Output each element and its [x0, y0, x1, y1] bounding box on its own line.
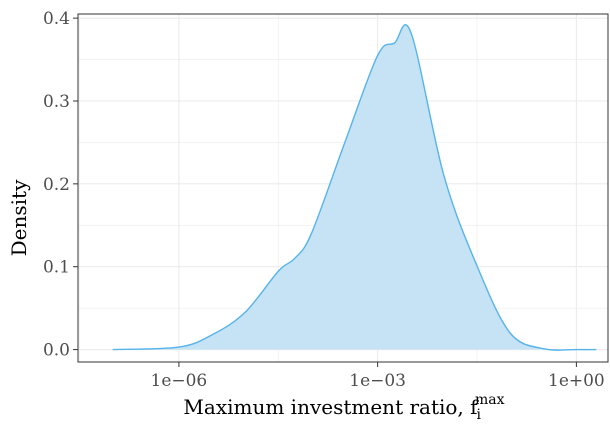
panel-border [77, 13, 609, 363]
x-tick-label: 1e−06 [151, 371, 208, 391]
density-series [112, 24, 597, 351]
density-area [112, 24, 597, 351]
y-tick-label: 0.1 [43, 258, 70, 278]
x-axis-title-superscript: max [475, 392, 505, 408]
density-line [112, 24, 597, 351]
y-tick-label: 0.0 [43, 341, 70, 361]
x-tick-label: 1e−03 [349, 371, 406, 391]
y-tick-label: 0.2 [43, 175, 70, 195]
y-axis-title: Density [7, 179, 31, 256]
axis-ticks: 0.0 0.1 0.2 0.3 0.4 1e−06 1e−03 1e+00 [43, 9, 605, 391]
x-axis-title: Maximum investment ratio, fimax [183, 392, 504, 423]
x-tick-label: 1e+00 [548, 371, 605, 391]
y-tick-label: 0.3 [43, 92, 70, 112]
x-axis-title-subscript: i [477, 407, 482, 423]
y-tick-label: 0.4 [43, 9, 70, 29]
x-axis-title-main: Maximum investment ratio, f [183, 395, 479, 419]
